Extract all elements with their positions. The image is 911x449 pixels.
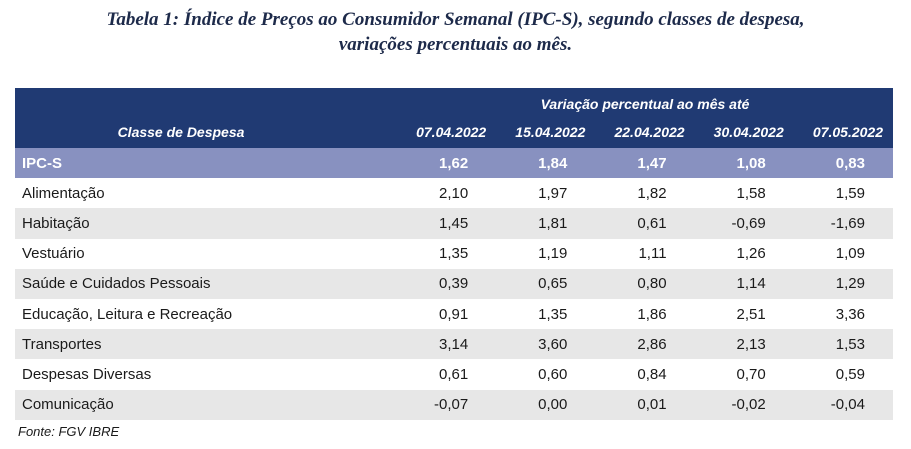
table-caption: Tabela 1: Índice de Preços ao Consumidor… bbox=[0, 7, 911, 57]
caption-line-2: variações percentuais ao mês. bbox=[338, 34, 573, 55]
cell-value: 2,51 bbox=[736, 305, 766, 323]
row-label: IPC-S bbox=[22, 154, 63, 172]
cell-value: 2,10 bbox=[438, 184, 469, 202]
cell-value: 2,86 bbox=[637, 335, 667, 353]
caption-label: Tabela 1 bbox=[106, 9, 173, 30]
source-note: Fonte: FGV IBRE bbox=[18, 424, 120, 439]
cell-value: 0,83 bbox=[835, 154, 865, 172]
cell-value: 1,81 bbox=[538, 214, 568, 232]
cell-value: 0,00 bbox=[538, 396, 568, 414]
row-label: Educação, Leitura e Recreação bbox=[22, 305, 233, 323]
cell-value: 1,58 bbox=[736, 184, 766, 202]
header-class-despesa: Classe de Despesa bbox=[117, 124, 245, 140]
cell-value: -0,07 bbox=[433, 396, 469, 414]
table-body: IPC-S 1,62 1,84 1,47 1,08 0,83 Alimentação 2,10… bbox=[15, 148, 893, 420]
header-date: 07.04.2022 bbox=[416, 124, 487, 140]
cell-value: 3,36 bbox=[835, 305, 865, 323]
cell-value: 0,60 bbox=[538, 365, 568, 383]
cell-value: 0,39 bbox=[438, 275, 469, 293]
row-label: Habitação bbox=[22, 214, 90, 232]
table-row: Transportes 3,14 3,60 2,86 2,13 1,53 bbox=[15, 329, 893, 360]
cell-value: 1,35 bbox=[538, 305, 568, 323]
table-row: Saúde e Cuidados Pessoais 0,39 0,65 0,80 1,1… bbox=[15, 268, 893, 299]
header-group-variation: Variação percentual ao mês até bbox=[540, 96, 750, 112]
row-label: Transportes bbox=[22, 335, 102, 353]
table-row: Habitação 1,45 1,81 0,61 -0,69 -1,69 bbox=[15, 208, 893, 239]
row-label: Alimentação bbox=[22, 184, 105, 202]
header-row-columns: Classe de Despesa 07.04.2022 15.04.2022 … bbox=[15, 118, 893, 148]
table-row: Vestuário 1,35 1,19 1,11 1,26 1,09 bbox=[15, 238, 893, 269]
cell-value: 1,19 bbox=[538, 245, 568, 263]
table-row: Alimentação 2,10 1,97 1,82 1,58 1,59 bbox=[15, 178, 893, 209]
table-row-ipc-s: IPC-S 1,62 1,84 1,47 1,08 0,83 bbox=[15, 148, 893, 179]
table-row: Despesas Diversas 0,61 0,60 0,84 0,70 0,59 bbox=[15, 359, 893, 390]
row-label: Comunicação bbox=[22, 396, 114, 414]
cell-value: 0,59 bbox=[835, 365, 865, 383]
header-date: 22.04.2022 bbox=[614, 124, 685, 140]
caption-line-1: Tabela 1: Índice de Preços ao Consumidor… bbox=[0, 7, 911, 32]
cell-value: 0,80 bbox=[637, 275, 667, 293]
cell-value: 1,09 bbox=[835, 245, 865, 263]
header-date: 15.04.2022 bbox=[515, 124, 586, 140]
cell-value: 1,35 bbox=[438, 245, 469, 263]
cell-value: -1,69 bbox=[830, 214, 865, 232]
cell-value: 3,14 bbox=[438, 335, 469, 353]
cell-value: 0,70 bbox=[736, 365, 766, 383]
row-label: Despesas Diversas bbox=[22, 365, 152, 383]
cell-value: -0,69 bbox=[731, 214, 766, 232]
cell-value: 0,91 bbox=[438, 305, 469, 323]
header-row-group: Variação percentual ao mês até bbox=[15, 88, 893, 118]
cell-value: 1,47 bbox=[637, 154, 667, 172]
header-empty-cell bbox=[15, 88, 397, 118]
cell-value: -0,02 bbox=[731, 396, 766, 414]
cell-value: 1,08 bbox=[736, 154, 766, 172]
cell-value: 1,59 bbox=[835, 184, 865, 202]
cell-value: 0,61 bbox=[637, 214, 667, 232]
cell-value: 1,53 bbox=[835, 335, 865, 353]
cell-value: 1,62 bbox=[438, 154, 469, 172]
cell-value: -0,04 bbox=[830, 396, 865, 414]
cell-value: 0,61 bbox=[438, 365, 469, 383]
cell-value: 1,45 bbox=[438, 214, 469, 232]
row-label: Vestuário bbox=[22, 245, 85, 263]
cell-value: 1,11 bbox=[638, 245, 667, 263]
header-date: 07.05.2022 bbox=[812, 124, 883, 140]
cell-value: 1,84 bbox=[538, 154, 568, 172]
ipc-s-table: Variação percentual ao mês até Classe de… bbox=[15, 88, 893, 420]
cell-value: 1,29 bbox=[835, 275, 865, 293]
cell-value: 2,13 bbox=[736, 335, 766, 353]
cell-value: 1,86 bbox=[637, 305, 667, 323]
row-label: Saúde e Cuidados Pessoais bbox=[22, 275, 211, 293]
cell-value: 1,97 bbox=[538, 184, 568, 202]
cell-value: 0,01 bbox=[637, 396, 667, 414]
cell-value: 0,65 bbox=[538, 275, 568, 293]
cell-value: 1,14 bbox=[736, 275, 766, 293]
caption-title-part-1: : Índice de Preços ao Consumidor Semanal… bbox=[172, 9, 805, 30]
header-date: 30.04.2022 bbox=[713, 124, 784, 140]
cell-value: 0,84 bbox=[637, 365, 667, 383]
table-row: Comunicação -0,07 0,00 0,01 -0,02 -0,04 bbox=[15, 389, 893, 420]
cell-value: 1,82 bbox=[637, 184, 667, 202]
cell-value: 1,26 bbox=[736, 245, 766, 263]
table-row: Educação, Leitura e Recreação 0,91 1,35 1,8… bbox=[15, 298, 893, 330]
cell-value: 3,60 bbox=[538, 335, 568, 353]
